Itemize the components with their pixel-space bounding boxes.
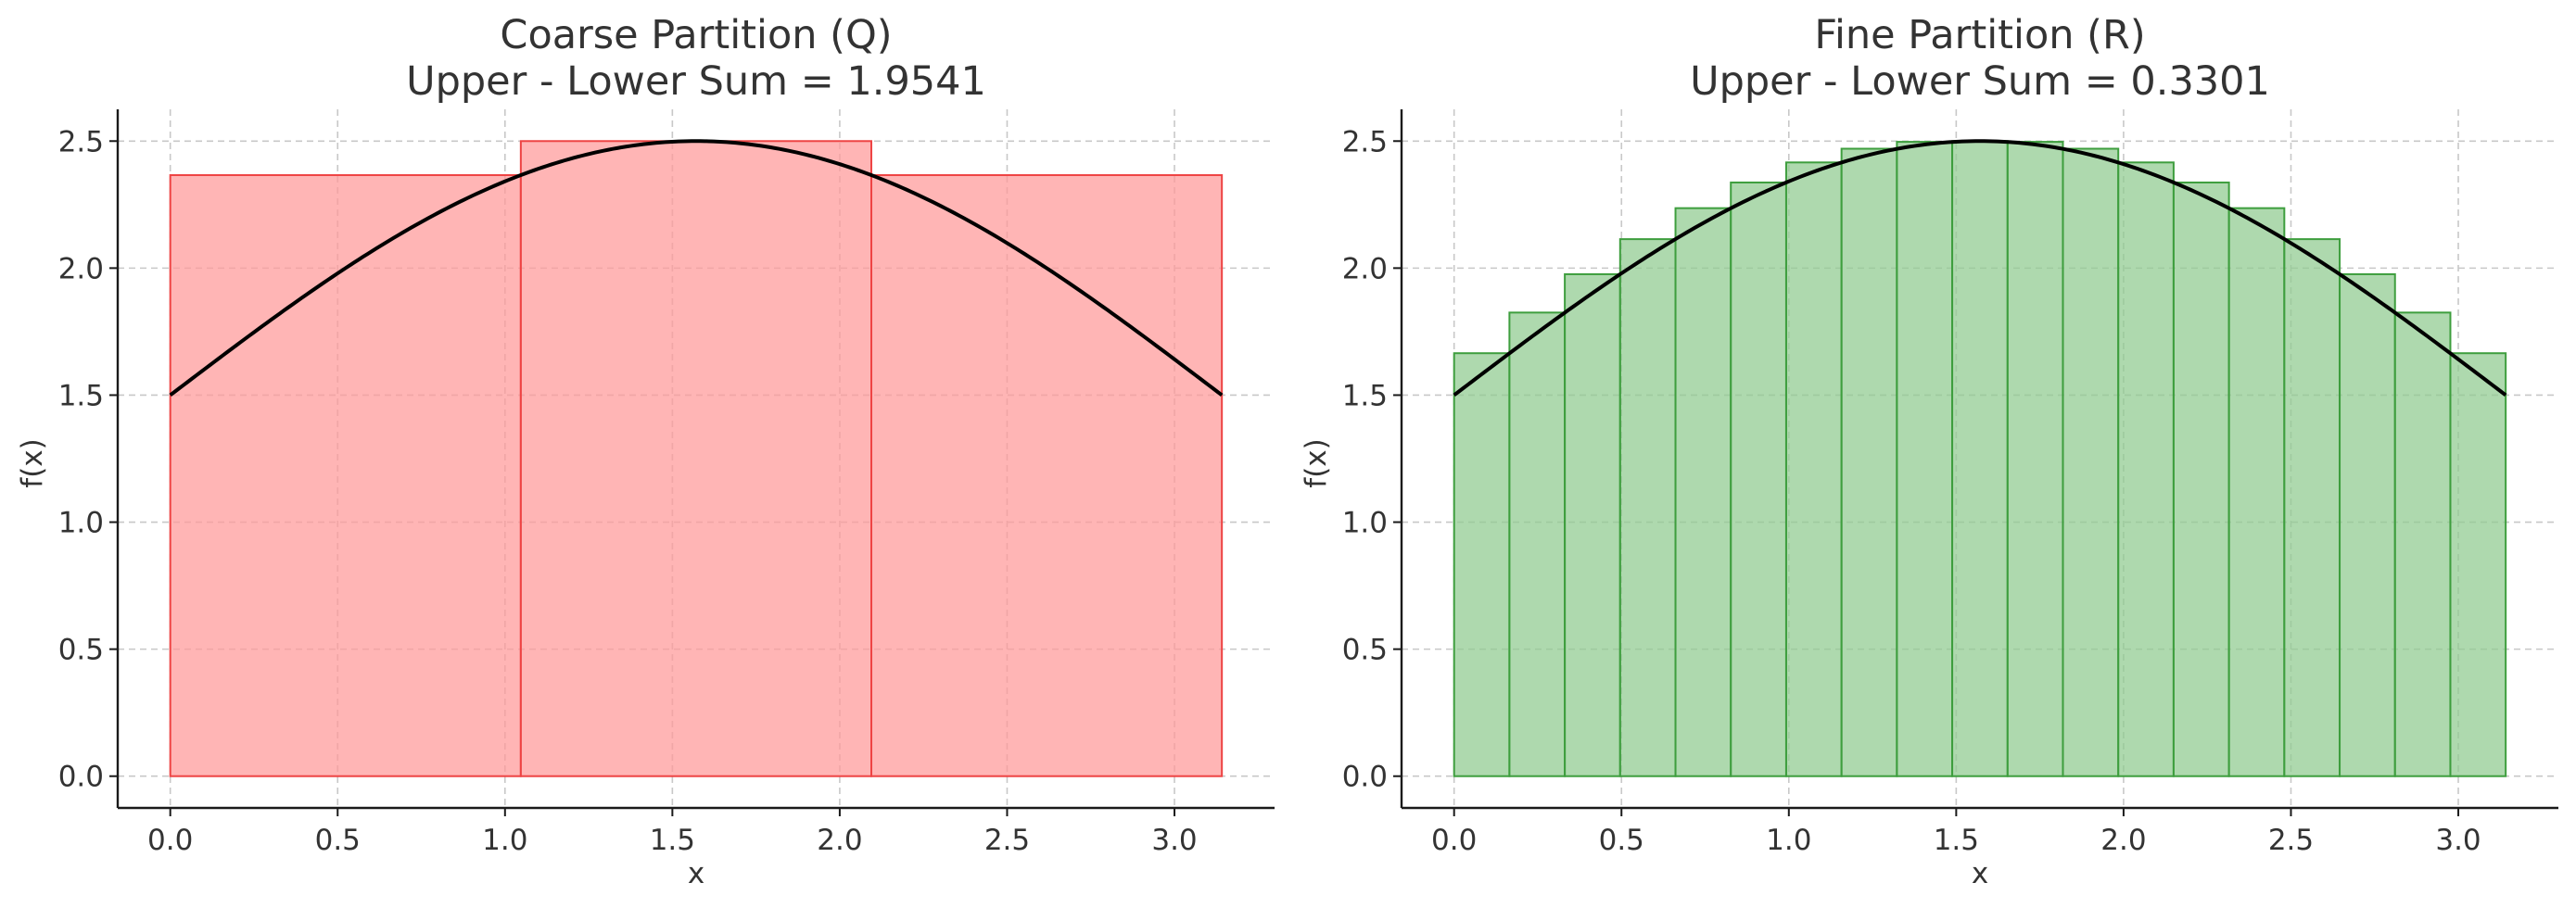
function-curve [169, 139, 1224, 397]
y-tick-label: 1.0 [58, 507, 104, 540]
axes-spines [116, 109, 1275, 810]
bar [2339, 272, 2396, 777]
y-tick-label: 0.0 [58, 761, 104, 794]
bar [1730, 181, 1787, 777]
x-axis-label: x [688, 857, 704, 890]
bar [1840, 147, 1898, 777]
bar [519, 140, 873, 777]
bar [2006, 141, 2064, 777]
x-tick-label: 0.0 [147, 824, 193, 857]
bar [1674, 207, 1732, 777]
y-tick-label: 0.5 [1342, 634, 1388, 667]
bar [2227, 207, 2286, 777]
chart-title-line1: Fine Partition (R) [1814, 12, 2145, 58]
y-tick-label: 0.5 [58, 634, 104, 667]
function-curve [1453, 139, 2507, 397]
chart-title-line2: Upper - Lower Sum = 1.9541 [406, 58, 986, 105]
x-tick-label: 3.0 [2435, 824, 2481, 857]
x-tick-label: 0.5 [1599, 824, 1644, 857]
y-tick-label: 1.0 [1342, 507, 1388, 540]
bar [1618, 238, 1677, 777]
bar [1564, 272, 1621, 777]
x-ticks: 0.0 0.5 1.0 1.5 2.0 2.5 3.0 [147, 808, 1198, 857]
bar [1896, 141, 1954, 777]
bars [169, 140, 1224, 777]
y-tick-label: 0.0 [1342, 761, 1388, 794]
bar [2117, 161, 2175, 777]
axes-spines [1400, 109, 2558, 810]
bar [1784, 161, 1843, 777]
y-tick-label: 1.5 [58, 379, 104, 412]
x-tick-label: 1.0 [1766, 824, 1811, 857]
y-tick-label: 1.5 [1342, 379, 1388, 412]
bar [2449, 352, 2507, 777]
x-tick-label: 2.5 [2268, 824, 2314, 857]
y-tick-label: 2.5 [1342, 125, 1388, 158]
bar [1453, 352, 1511, 777]
x-tick-label: 1.5 [650, 824, 695, 857]
y-axis-label: f(x) [1300, 438, 1333, 487]
bar [870, 174, 1224, 777]
bar [2062, 147, 2120, 777]
bars [1453, 140, 2507, 777]
y-tick-label: 2.5 [58, 125, 104, 158]
bar [169, 174, 522, 777]
chart-title-line2: Upper - Lower Sum = 0.3301 [1690, 58, 2270, 105]
x-tick-label: 1.5 [1934, 824, 1979, 857]
y-tick-label: 2.0 [58, 252, 104, 285]
bar [2393, 311, 2452, 777]
y-ticks: 0.0 0.5 1.0 1.5 2.0 2.5 [58, 125, 118, 794]
chart-title-line1: Coarse Partition (Q) [500, 12, 892, 58]
x-tick-label: 2.5 [984, 824, 1030, 857]
x-tick-label: 0.5 [315, 824, 361, 857]
x-axis-label: x [1972, 857, 1988, 890]
bar [2172, 181, 2230, 777]
x-tick-label: 2.0 [2100, 824, 2146, 857]
y-ticks: 0.0 0.5 1.0 1.5 2.0 2.5 [1342, 125, 1402, 794]
y-tick-label: 2.0 [1342, 252, 1388, 285]
x-tick-label: 0.0 [1431, 824, 1477, 857]
x-tick-label: 2.0 [817, 824, 862, 857]
bar [1508, 311, 1567, 777]
x-tick-label: 3.0 [1151, 824, 1197, 857]
x-ticks: 0.0 0.5 1.0 1.5 2.0 2.5 3.0 [1431, 808, 2481, 857]
bar [2283, 238, 2341, 777]
fine-partition-panel: Fine Partition (R) Upper - Lower Sum = 0… [1300, 12, 2558, 890]
coarse-partition-panel: Coarse Partition (Q) Upper - Lower Sum =… [16, 12, 1275, 890]
x-tick-label: 1.0 [482, 824, 527, 857]
bar [1951, 140, 2009, 777]
y-axis-label: f(x) [16, 438, 49, 487]
